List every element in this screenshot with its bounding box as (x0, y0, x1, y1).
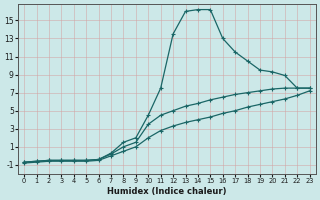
X-axis label: Humidex (Indice chaleur): Humidex (Indice chaleur) (107, 187, 227, 196)
